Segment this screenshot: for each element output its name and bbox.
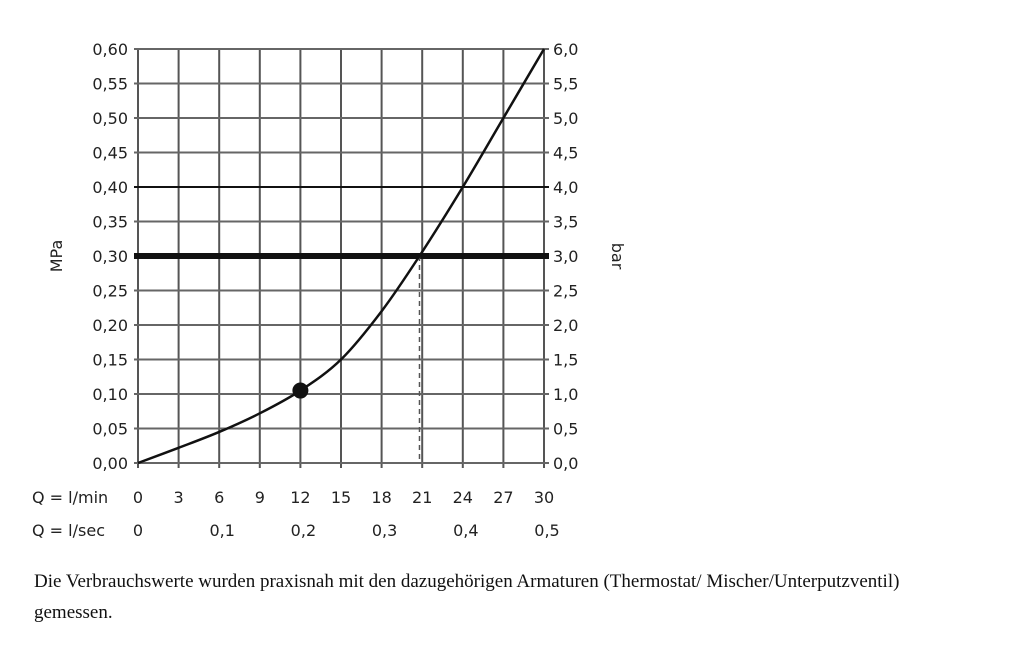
y-right-tick-label: 2,0 [553, 316, 578, 335]
series-line-flow-curve [137, 48, 546, 465]
y-tick-label: 0,00 [92, 454, 128, 473]
y-right-tick-label: 2,5 [553, 282, 578, 301]
y-right-tick-label: 1,5 [553, 351, 578, 370]
y-tick-label: 0,40 [92, 178, 128, 197]
x2-tick-label: 0 [133, 521, 143, 540]
x2-tick-label: 0,4 [453, 521, 478, 540]
x2-tick-label: 0,5 [534, 521, 559, 540]
caption: Die Verbrauchswerte wurden praxisnah mit… [34, 571, 900, 623]
marks [137, 48, 546, 465]
x-tick-label: 18 [371, 488, 391, 507]
y-right-tick-label: 4,5 [553, 144, 578, 163]
highlight-point [292, 382, 309, 399]
y-tick-label: 0,50 [92, 109, 128, 128]
y-right-tick-label: 1,0 [553, 385, 578, 404]
x-tick-label: 6 [214, 488, 224, 507]
x-tick-label: 9 [255, 488, 265, 507]
y-right-tick-label: 5,0 [553, 109, 578, 128]
x-tick-label: 0 [133, 488, 143, 507]
x2-axis-label: Q = l/sec [32, 521, 105, 540]
x-axis-label: Q = l/min [32, 488, 108, 507]
y-tick-label: 0,20 [92, 316, 128, 335]
y-right-tick-label: 0,5 [553, 420, 578, 439]
y-tick-label: 0,30 [92, 247, 128, 266]
x2-tick-label: 0,2 [291, 521, 316, 540]
y-tick-label: 0,35 [92, 213, 128, 232]
pressure-flow-chart: 0 3 6 9 12 15 18 21 24 27 30 0 0,1 0,2 0,3 0,4 0,5 0,00 0,… [32, 40, 627, 540]
y-tick-label: 0,15 [92, 351, 128, 370]
x-tick-label: 15 [331, 488, 351, 507]
y-right-tick-label: 0,0 [553, 454, 578, 473]
x-tick-label: 24 [453, 488, 473, 507]
x-tick-label: 30 [534, 488, 554, 507]
x-tick-label: 3 [174, 488, 184, 507]
x-tick-label: 21 [412, 488, 432, 507]
y-tick-label: 0,55 [92, 75, 128, 94]
y-right-tick-label: 3,0 [553, 247, 578, 266]
y-right-tick-label: 3,5 [553, 213, 578, 232]
x2-tick-label: 0,1 [209, 521, 234, 540]
y-right-axis-label: bar [608, 243, 627, 270]
y-axis-label: MPa [47, 240, 66, 273]
y-tick-label: 0,10 [92, 385, 128, 404]
x-tick-label: 27 [493, 488, 513, 507]
y-tick-label: 0,45 [92, 144, 128, 163]
y-right-tick-label: 6,0 [553, 40, 578, 59]
y-right-tick-label: 4,0 [553, 178, 578, 197]
x2-tick-label: 0,3 [372, 521, 397, 540]
y-tick-label: 0,60 [92, 40, 128, 59]
grid [134, 48, 549, 468]
y-tick-label: 0,05 [92, 420, 128, 439]
y-right-tick-label: 5,5 [553, 75, 578, 94]
y-tick-label: 0,25 [92, 282, 128, 301]
x-tick-label: 12 [290, 488, 310, 507]
labels: 0 3 6 9 12 15 18 21 24 27 30 0 0,1 0,2 0,3 0,4 0,5 0,00 0,… [32, 40, 627, 540]
